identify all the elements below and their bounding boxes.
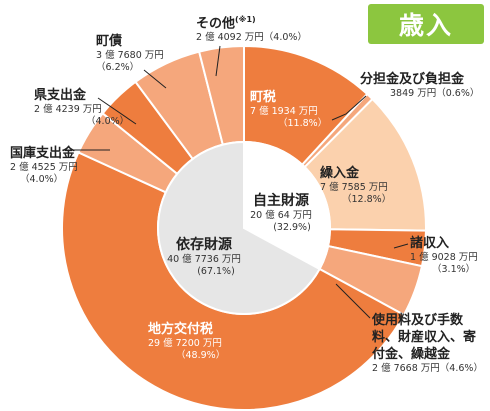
leader-line-4 (331, 95, 367, 121)
inner-slice-1 (157, 140, 321, 315)
label-buntankin-name: 分担金及び負担金 (360, 72, 465, 87)
label-chozei-percent: 11.8% (287, 118, 318, 129)
inner-slice-0 (243, 140, 331, 271)
label-shoshunyu: 諸収入 1 億 9028 万円 （3.1%） (410, 236, 478, 275)
label-kokko-amount: 2 億 4525 万円 (10, 162, 78, 173)
label-buntankin-percent: 0.6% (445, 88, 470, 99)
label-shoshunyu-name: 諸収入 (410, 236, 450, 251)
label-sonota-percent: 4.0% (273, 32, 298, 44)
label-kokko-percent: 4.0% (29, 174, 54, 185)
label-izon-name: 依存財源 (176, 237, 232, 253)
label-kofuzei-name: 地方交付税 (148, 322, 214, 337)
label-ken-name: 県支出金 (34, 88, 87, 103)
revenue-badge: 歳入 (368, 4, 484, 44)
label-sonota: その他(※1) 2 億 4092 万円（4.0%） (196, 15, 307, 44)
label-kofuzei: 地方交付税 29 億 7200 万円 （48.9%） (148, 322, 226, 361)
label-buntankin-amount: 3849 万円 (390, 88, 437, 99)
label-sonota-note: (※1) (235, 15, 256, 24)
label-chosai-percent: 6.2% (105, 62, 130, 73)
label-jishu-percent: (32.9%) (273, 222, 311, 233)
label-kurireikin-name: 繰入金 (320, 166, 360, 181)
label-jishu-amount: 20 億 64 万円 (250, 210, 312, 221)
label-ken-percent: 4.0% (95, 116, 120, 127)
label-shiyoryo-amount: 2 億 7668 万円 (372, 363, 440, 374)
label-chosai-amount: 3 億 7680 万円 (96, 50, 164, 61)
label-sonota-name: その他 (196, 16, 236, 32)
label-sonota-amount: 2 億 4092 万円 (196, 32, 264, 44)
label-shiyoryo-percent: 4.6% (449, 363, 474, 374)
label-kurireikin-amount: 7 億 7585 万円 (320, 182, 388, 193)
label-shoshunyu-amount: 1 億 9028 万円 (410, 252, 478, 263)
leader-line-2 (97, 97, 137, 125)
leader-line-1 (143, 69, 167, 89)
label-chosai-name: 町債 (96, 34, 123, 49)
label-chosai: 町債 3 億 7680 万円 （6.2%） (96, 34, 164, 73)
label-izon-percent: (67.1%) (197, 266, 235, 277)
label-shiyoryo-name: 使用料及び手数料、財産収入、寄付金、繰越金 (372, 313, 477, 362)
label-kofuzei-percent: 48.9% (185, 350, 216, 361)
label-izon-amount: 40 億 7736 万円 (167, 254, 241, 265)
label-kokko: 国庫支出金 2 億 4525 万円 （4.0%） (10, 146, 78, 185)
label-shiyoryo: 使用料及び手数料、財産収入、寄付金、繰越金 2 億 7668 万円（4.6%） (372, 313, 483, 374)
label-chozei: 町税 7 億 1934 万円 （11.8%） (250, 90, 328, 129)
label-ken: 県支出金 2 億 4239 万円 （4.0%） (34, 88, 130, 127)
label-kofuzei-amount: 29 億 7200 万円 (148, 338, 222, 349)
label-kurireikin: 繰入金 7 億 7585 万円 （12.8%） (320, 166, 392, 205)
leader-line-5 (393, 243, 409, 249)
label-jishu-zaigen: 自主財源 20 億 64 万円 (32.9%) (238, 192, 324, 234)
leader-line-6 (335, 283, 371, 319)
label-kokko-name: 国庫支出金 (10, 146, 76, 161)
label-chozei-amount: 7 億 1934 万円 (250, 106, 318, 117)
label-kurireikin-percent: 12.8% (351, 194, 382, 205)
label-chozei-name: 町税 (250, 90, 277, 105)
label-izon-zaigen: 依存財源 40 億 7736 万円 (67.1%) (154, 236, 254, 278)
label-ken-amount: 2 億 4239 万円 (34, 104, 102, 115)
label-buntankin: 分担金及び負担金 3849 万円（0.6%） (360, 72, 480, 99)
leader-line-0 (215, 45, 221, 77)
label-jishu-name: 自主財源 (253, 193, 309, 209)
label-shoshunyu-percent: 3.1% (441, 264, 466, 275)
